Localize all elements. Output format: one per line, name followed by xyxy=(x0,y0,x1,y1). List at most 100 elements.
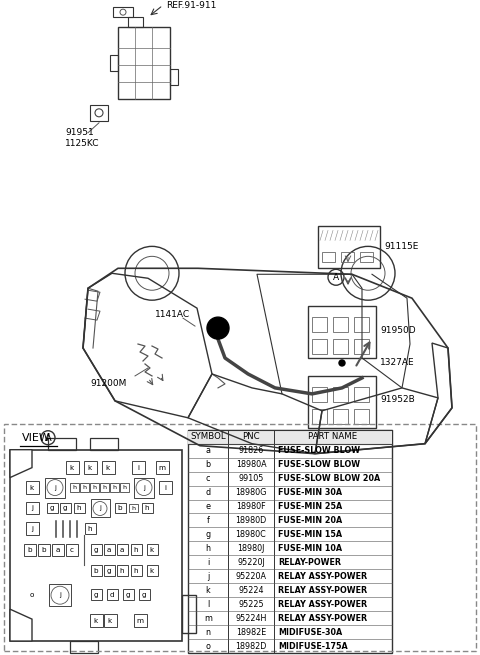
Bar xyxy=(308,306,376,358)
Bar xyxy=(66,544,78,556)
Text: h: h xyxy=(112,485,116,490)
Polygon shape xyxy=(10,609,32,641)
Bar xyxy=(118,27,170,99)
Text: n: n xyxy=(205,627,211,637)
Text: h: h xyxy=(145,506,149,512)
Bar xyxy=(47,502,58,514)
Text: j: j xyxy=(143,485,145,491)
Text: a: a xyxy=(56,548,60,553)
Bar xyxy=(107,590,118,600)
Text: k: k xyxy=(106,464,110,471)
Bar xyxy=(60,502,71,514)
Text: f: f xyxy=(206,516,209,525)
Text: FUSE-MIN 15A: FUSE-MIN 15A xyxy=(278,530,342,539)
Bar xyxy=(312,317,327,332)
Bar xyxy=(322,252,335,262)
Text: g: g xyxy=(50,506,54,512)
Text: FUSE-MIN 10A: FUSE-MIN 10A xyxy=(278,544,342,553)
Bar xyxy=(312,339,327,354)
Text: RELAY ASSY-POWER: RELAY ASSY-POWER xyxy=(278,600,367,608)
Text: 18982D: 18982D xyxy=(235,641,267,650)
Bar xyxy=(90,483,99,491)
Text: g: g xyxy=(107,569,111,574)
Text: c: c xyxy=(70,548,74,553)
Text: 18980A: 18980A xyxy=(236,460,266,469)
Bar xyxy=(341,252,354,262)
Bar xyxy=(117,565,128,576)
Bar xyxy=(110,55,118,71)
Text: d: d xyxy=(205,488,211,497)
Bar xyxy=(91,590,102,600)
Text: 1125KC: 1125KC xyxy=(65,140,99,148)
Bar xyxy=(90,438,118,450)
Text: o: o xyxy=(30,592,34,598)
Text: c: c xyxy=(206,474,210,483)
Text: g: g xyxy=(126,592,130,598)
Bar xyxy=(188,430,392,653)
Bar xyxy=(147,544,158,555)
Bar xyxy=(45,477,65,498)
Text: d: d xyxy=(110,592,114,598)
Text: m: m xyxy=(158,464,166,471)
Text: h: h xyxy=(88,527,92,533)
Text: e: e xyxy=(205,502,211,511)
Text: a: a xyxy=(205,446,211,455)
Text: 99105: 99105 xyxy=(238,474,264,483)
Circle shape xyxy=(339,360,345,366)
Bar xyxy=(66,460,79,474)
Bar xyxy=(354,387,369,402)
Bar xyxy=(354,339,369,354)
Bar xyxy=(102,460,115,474)
Text: 95225: 95225 xyxy=(238,600,264,608)
Bar xyxy=(74,502,85,514)
Text: MIDIFUSE-175A: MIDIFUSE-175A xyxy=(278,641,348,650)
Circle shape xyxy=(207,317,229,339)
Text: i: i xyxy=(164,485,166,491)
Text: 18980J: 18980J xyxy=(237,544,264,553)
Text: g: g xyxy=(205,530,211,539)
Bar xyxy=(333,339,348,354)
Text: 91115E: 91115E xyxy=(384,242,419,251)
Text: k: k xyxy=(150,548,154,553)
Bar xyxy=(131,565,142,576)
Text: 95220A: 95220A xyxy=(236,572,266,581)
Bar xyxy=(131,544,142,555)
Text: 91200M: 91200M xyxy=(90,379,126,388)
Text: SYMBOL: SYMBOL xyxy=(190,432,226,441)
Text: FUSE-MIN 20A: FUSE-MIN 20A xyxy=(278,516,342,525)
Text: FUSE-SLOW BLOW 20A: FUSE-SLOW BLOW 20A xyxy=(278,474,380,483)
Text: RELAY ASSY-POWER: RELAY ASSY-POWER xyxy=(278,614,367,623)
Bar xyxy=(104,565,115,576)
Text: h: h xyxy=(102,485,106,490)
Text: m: m xyxy=(204,614,212,623)
Text: 91950D: 91950D xyxy=(380,326,416,335)
Bar xyxy=(333,387,348,402)
Text: h: h xyxy=(72,485,76,490)
Bar xyxy=(10,450,182,641)
Bar xyxy=(147,565,158,576)
Bar xyxy=(26,523,39,535)
Text: k: k xyxy=(30,485,34,491)
Bar xyxy=(4,424,476,651)
Text: FUSE-MIN 25A: FUSE-MIN 25A xyxy=(278,502,342,511)
Text: h: h xyxy=(122,485,126,490)
Bar xyxy=(70,483,79,491)
Text: k: k xyxy=(150,569,154,574)
Text: A: A xyxy=(45,433,51,443)
Text: 95224: 95224 xyxy=(238,586,264,595)
Text: 1327AE: 1327AE xyxy=(380,358,415,367)
Bar xyxy=(129,504,138,512)
Text: 91951: 91951 xyxy=(65,128,94,138)
Text: i: i xyxy=(207,558,209,567)
Bar xyxy=(132,460,145,474)
Text: h: h xyxy=(77,506,81,512)
Bar xyxy=(318,227,380,269)
Text: A: A xyxy=(333,272,339,282)
Bar xyxy=(90,614,103,627)
Text: m: m xyxy=(136,618,144,624)
Text: h: h xyxy=(134,548,138,553)
Text: l: l xyxy=(207,600,209,608)
Text: b: b xyxy=(118,506,122,512)
Text: j: j xyxy=(31,506,33,512)
Bar xyxy=(134,477,154,498)
